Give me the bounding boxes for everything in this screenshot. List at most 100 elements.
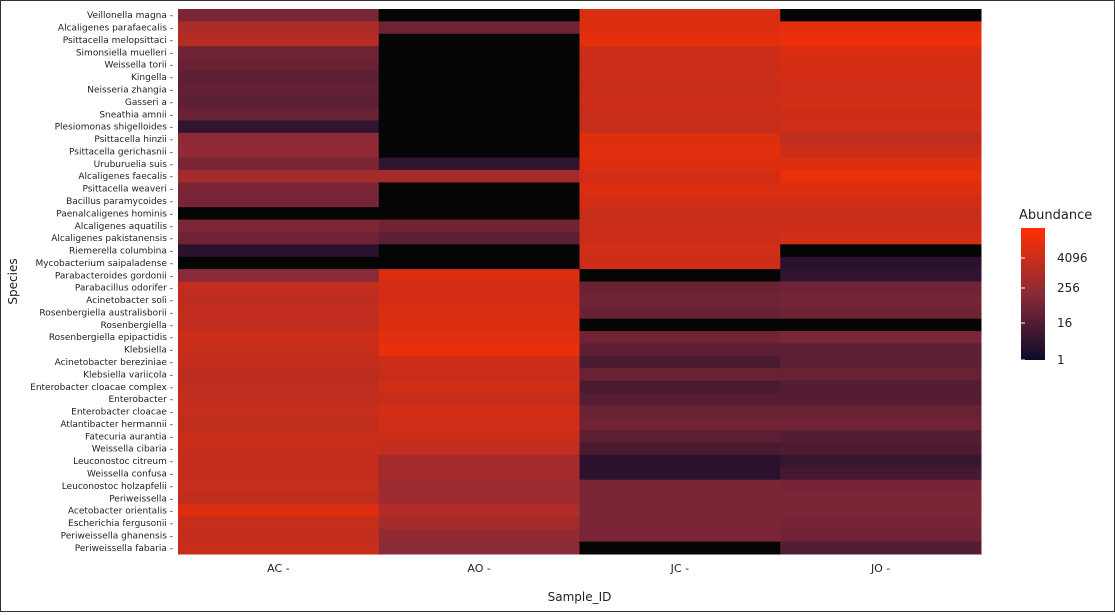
heatmap-cell <box>579 256 781 270</box>
y-tick-label: Periweissella fabaria - <box>75 544 173 554</box>
heatmap-cell <box>178 318 380 332</box>
heatmap-cell <box>780 269 982 282</box>
heatmap-cell <box>178 541 380 555</box>
heatmap-cell <box>579 405 781 419</box>
heatmap-cell <box>579 380 781 394</box>
heatmap-cell <box>378 293 580 307</box>
heatmap-cell <box>178 231 380 245</box>
y-tick-label: Acetobacter orientalis - <box>68 507 173 517</box>
y-tick-label: Fatecuria aurantia - <box>85 432 173 442</box>
y-tick-label: Periweissella ghanensis - <box>61 531 173 541</box>
heatmap-cell <box>178 405 380 419</box>
heatmap-cell <box>178 182 380 196</box>
heatmap-cell <box>378 405 580 419</box>
heatmap-cell <box>579 504 781 518</box>
heatmap-cell <box>178 331 380 344</box>
heatmap-cell <box>178 442 380 456</box>
heatmap-cell <box>780 194 982 208</box>
heatmap-cell <box>178 343 380 357</box>
heatmap-cell <box>378 343 580 357</box>
heatmap-cell <box>579 9 781 22</box>
heatmap-cell <box>579 46 781 60</box>
heatmap-cell <box>178 467 380 481</box>
legend-labels: 4096 256 16 1 <box>1021 251 1088 367</box>
heatmap-cell <box>178 293 380 307</box>
heatmap-cell <box>579 368 781 382</box>
heatmap-cell <box>579 529 781 543</box>
heatmap-cells <box>178 9 982 555</box>
y-tick-label: Psittacella melopsittaci - <box>63 36 173 46</box>
heatmap-cell <box>579 306 781 320</box>
y-tick-label: Rosenbergiella - <box>101 321 173 331</box>
y-tick-label: Periweissella - <box>109 494 173 504</box>
heatmap-cell <box>378 541 580 555</box>
heatmap-cell <box>780 182 982 196</box>
heatmap-cell <box>579 516 781 530</box>
y-axis-title: Species <box>6 258 20 304</box>
y-tick-label: Enterobacter - <box>108 395 173 405</box>
y-tick-label: Sneathia amnii - <box>99 110 173 120</box>
heatmap-cell <box>178 269 380 282</box>
heatmap-cell <box>780 405 982 419</box>
heatmap-cell <box>178 108 380 121</box>
heatmap-cell <box>378 269 580 282</box>
heatmap-cell <box>178 492 380 505</box>
y-tick-label: Escherichia fergusonii - <box>68 519 173 529</box>
heatmap-cell <box>579 430 781 444</box>
heatmap-cell <box>780 231 982 245</box>
heatmap-cell <box>378 157 580 171</box>
heatmap-cell <box>378 95 580 109</box>
heatmap-cell <box>378 355 580 369</box>
legend-label: 1 <box>1057 353 1065 367</box>
y-tick-label: Acinetobacter bereziniae - <box>55 358 173 368</box>
y-tick-label: Leuconostoc holzapfelii - <box>62 482 173 492</box>
heatmap-cell <box>378 132 580 146</box>
y-tick-label: Alcaligenes aquatilis - <box>75 222 173 232</box>
heatmap-cell <box>378 120 580 134</box>
heatmap-cell <box>178 21 380 35</box>
heatmap-cell <box>178 9 380 22</box>
heatmap-cell <box>780 281 982 295</box>
y-tick-label: Mycobacterium saipaladense - <box>35 259 173 269</box>
heatmap-cell <box>780 318 982 332</box>
heatmap-cell <box>780 207 982 221</box>
heatmap-cell <box>178 479 380 493</box>
heatmap-cell <box>579 454 781 468</box>
heatmap-cell <box>780 343 982 357</box>
y-tick-label: Klebsiella - <box>124 346 173 356</box>
heatmap-cell <box>178 306 380 320</box>
heatmap-cell <box>178 207 380 221</box>
y-tick-label: Psittacella weaveri - <box>83 185 173 195</box>
heatmap-cell <box>378 479 580 493</box>
heatmap-cell <box>378 231 580 245</box>
heatmap-cell <box>579 108 781 121</box>
x-tick-label: JO - <box>870 562 890 575</box>
heatmap-cell <box>178 529 380 543</box>
y-tick-label: Veillonella magna - <box>87 11 173 21</box>
heatmap-cell <box>579 145 781 159</box>
heatmap-cell <box>579 219 781 233</box>
y-tick-label: Plesiomonas shigelloides - <box>55 123 173 133</box>
heatmap-cell <box>780 132 982 146</box>
y-tick-label: Acinetobacter soli - <box>86 296 173 306</box>
y-tick-label: Parabacillus odorifer - <box>75 284 173 294</box>
heatmap-cell <box>178 70 380 84</box>
heatmap-cell <box>579 70 781 84</box>
legend-title: Abundance <box>1019 208 1092 223</box>
heatmap-cell <box>378 33 580 47</box>
y-tick-label: Psittacella hinzii - <box>94 135 173 145</box>
legend-label: 256 <box>1057 281 1080 295</box>
heatmap-cell <box>780 430 982 444</box>
heatmap-cell <box>579 392 781 406</box>
heatmap-cell <box>780 454 982 468</box>
heatmap-cell <box>579 479 781 493</box>
heatmap-cell <box>780 244 982 258</box>
heatmap-cell <box>178 368 380 382</box>
heatmap-cell <box>178 355 380 369</box>
heatmap-cell <box>579 157 781 171</box>
y-tick-label: Parabacteroides gordonii - <box>55 271 173 281</box>
heatmap-cell <box>378 256 580 270</box>
heatmap-cell <box>378 170 580 183</box>
heatmap-cell <box>378 368 580 382</box>
